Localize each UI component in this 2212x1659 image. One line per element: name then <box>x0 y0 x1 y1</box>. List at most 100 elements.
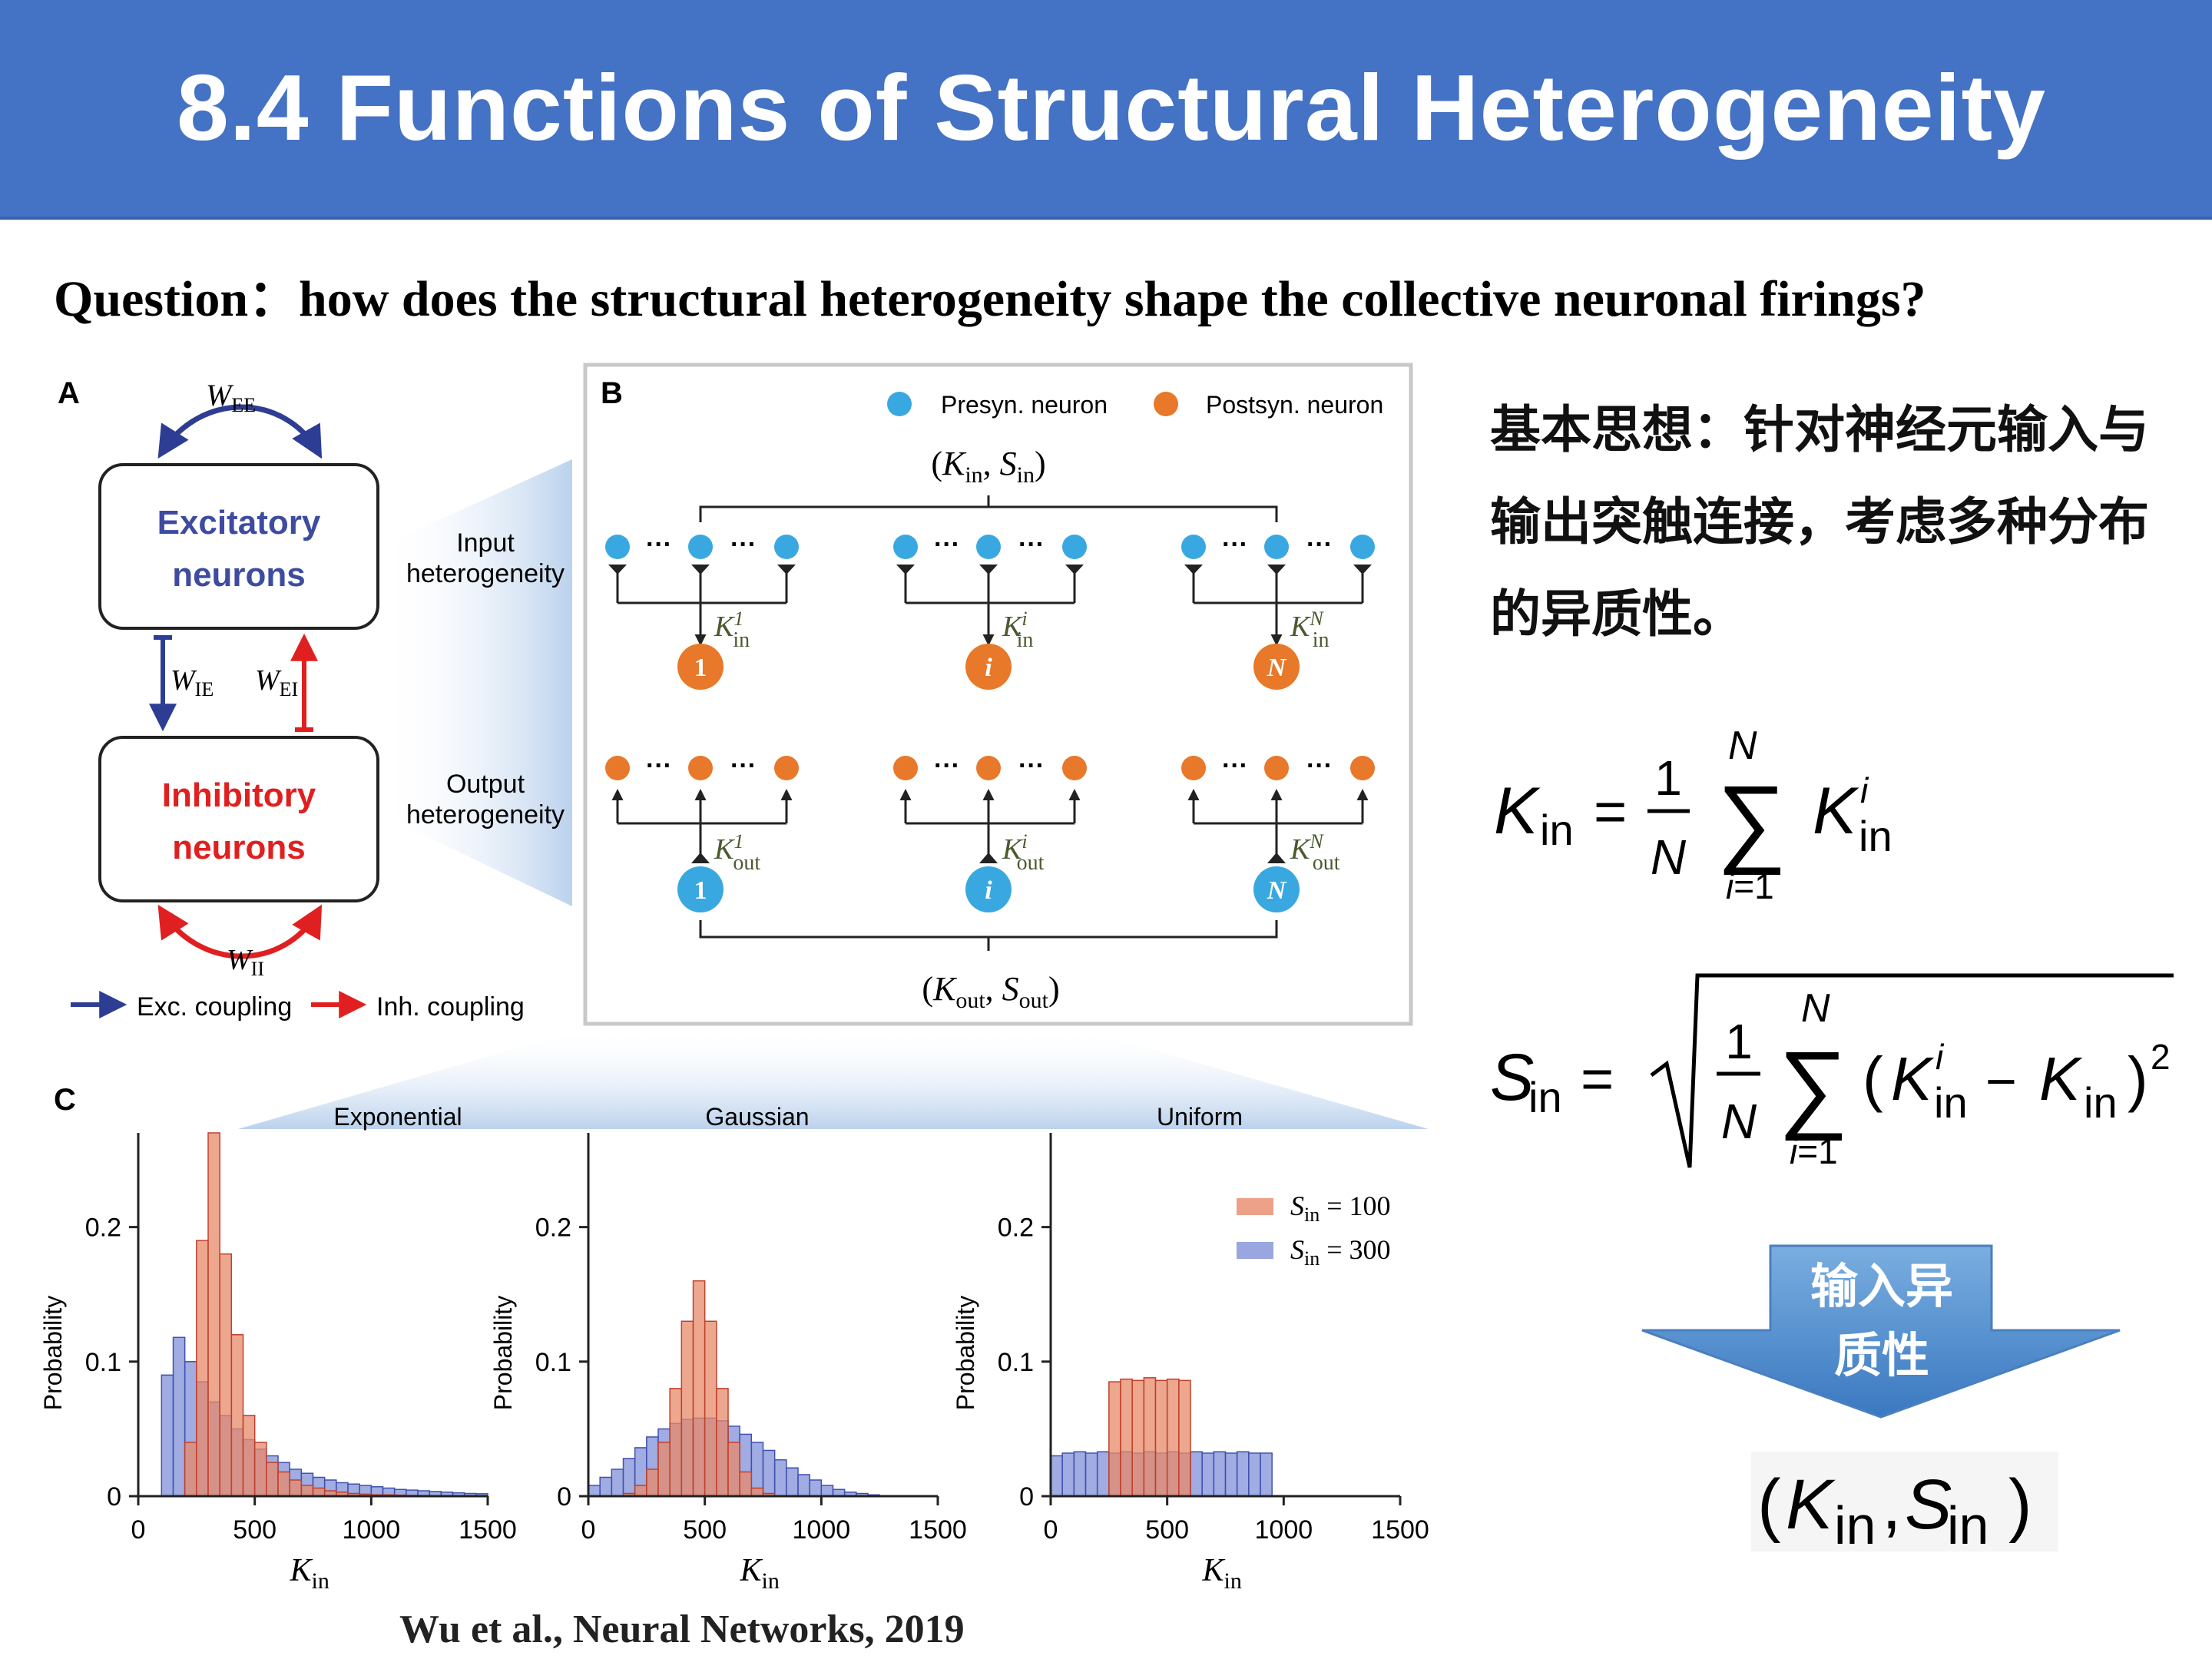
svg-text:N: N <box>1801 986 1830 1031</box>
wee-arrow <box>157 404 323 459</box>
bar <box>242 1415 256 1497</box>
bar <box>300 1485 314 1497</box>
x-tick-label: 0 <box>1044 1515 1058 1545</box>
postsyn-neuron-label: i <box>985 654 992 682</box>
y-tick-label: 0 <box>107 1482 121 1512</box>
wii-label: WII <box>227 944 264 980</box>
postsyn-neuron <box>965 644 1012 690</box>
svg-text:in: in <box>1528 1073 1562 1121</box>
svg-text:N: N <box>1728 724 1757 768</box>
bar <box>172 1336 186 1497</box>
svg-text:2: 2 <box>2151 1037 2171 1077</box>
down-arrow <box>1641 1244 2121 1419</box>
excitatory-label-1: Excitatory <box>157 504 321 541</box>
x-tick-label: 1000 <box>1255 1515 1313 1545</box>
svg-text:K: K <box>1813 774 1859 848</box>
kout-label: Ki out <box>1002 830 1045 875</box>
bar <box>716 1388 729 1497</box>
ellipsis: ··· <box>730 751 757 780</box>
svg-text:−: − <box>1985 1051 2017 1111</box>
ellipsis: ··· <box>934 751 960 780</box>
bar <box>1224 1452 1238 1497</box>
histogram-gaussian: Gaussian 0 500 1000 1500 0 0.1 0.2 Probability Ki… <box>489 1103 967 1594</box>
bar <box>797 1474 810 1497</box>
bar <box>622 1458 636 1497</box>
presyn-neuron <box>605 535 630 559</box>
bar <box>704 1320 717 1497</box>
panel-a-label: A <box>58 376 80 410</box>
x-tick-label: 1500 <box>909 1515 967 1545</box>
svg-text:in: in <box>1934 1078 1968 1127</box>
y-tick-label: 0.1 <box>535 1348 571 1377</box>
presyn-legend-label: Presyn. neuron <box>941 391 1108 419</box>
bar <box>161 1374 174 1497</box>
postsyn-neuron-label: N <box>1267 654 1287 682</box>
postsyn-target <box>1062 756 1087 780</box>
chart-title: Exponential <box>333 1103 462 1131</box>
x-tick-label: 0 <box>131 1515 146 1545</box>
legend-label-100: Sin = 100 <box>1290 1190 1391 1226</box>
synapse-head <box>896 565 915 575</box>
ellipsis: ··· <box>1018 751 1045 780</box>
slide-title: 8.4 Functions of Structural Heterogeneit… <box>177 55 2046 160</box>
presyn-neuron <box>688 535 713 559</box>
svg-text:∑: ∑ <box>1717 766 1786 876</box>
input-het-label-1: Input <box>456 528 515 558</box>
presyn-source-label: 1 <box>694 876 707 905</box>
bar <box>1050 1455 1063 1497</box>
synapse-head <box>979 565 998 575</box>
bar <box>680 1320 694 1497</box>
bar <box>1178 1379 1191 1497</box>
synapse-head <box>1353 565 1372 575</box>
bar <box>786 1467 799 1497</box>
ellipsis: ··· <box>646 530 672 559</box>
panel-b-diagram: (Kin, Sin)(Kout, Sout)··· ···K1 in1··· ···K… <box>605 445 1375 1013</box>
postsyn-target <box>893 756 918 780</box>
wei-label: WEI <box>255 664 298 700</box>
postsyn-target <box>688 756 713 780</box>
svg-text:1: 1 <box>1725 1014 1753 1069</box>
postsyn-legend-dot <box>1154 392 1178 416</box>
bar <box>184 1442 197 1497</box>
funnel-a-b <box>380 459 572 906</box>
exc-coupling-label: Exc. coupling <box>137 992 292 1022</box>
bar <box>1213 1451 1227 1497</box>
svg-text:(: ( <box>1757 1465 1781 1544</box>
bar <box>634 1485 647 1497</box>
bar <box>219 1253 233 1497</box>
bar <box>646 1469 659 1497</box>
panel-c-label: C <box>54 1083 76 1117</box>
x-tick-label: 500 <box>233 1515 276 1545</box>
bar <box>1236 1451 1250 1497</box>
presyn-source-neuron <box>1253 866 1300 912</box>
kin-label: Ki in <box>1002 608 1033 652</box>
ellipsis: ··· <box>730 530 757 559</box>
postsyn-target <box>1264 756 1289 780</box>
arrow-label: 输入异质性 <box>1810 1258 1953 1383</box>
presyn-neuron <box>1264 535 1289 559</box>
bar <box>1143 1377 1157 1497</box>
histogram-uniform: Uniform 0 500 1000 1500 0 0.1 0.2 Probability Kin <box>952 1103 1429 1594</box>
presyn-neuron <box>1350 535 1375 559</box>
synapse-head <box>691 565 710 575</box>
x-tick-label: 1500 <box>459 1515 517 1545</box>
bar <box>773 1459 787 1497</box>
bar <box>588 1485 601 1497</box>
bar <box>809 1479 823 1497</box>
svg-text:N: N <box>1651 830 1687 885</box>
y-axis-label: Probability <box>952 1296 979 1410</box>
funnel-b-c <box>238 1028 1429 1129</box>
title-banner: 8.4 Functions of Structural Heterogeneit… <box>0 0 2212 220</box>
x-tick-label: 1000 <box>343 1515 401 1545</box>
bar <box>611 1469 624 1497</box>
formula-sin: S in = 1 N N ∑ i=1 ( K i in − K in ) 2 <box>1490 973 2174 1171</box>
y-tick-label: 0.2 <box>85 1214 121 1243</box>
inhibitory-label-2: neurons <box>172 829 306 866</box>
kin-label: KN in <box>1290 608 1329 652</box>
kin-label: K1 in <box>714 608 750 652</box>
y-axis-label: Probability <box>39 1296 67 1410</box>
bar <box>277 1471 290 1497</box>
citation: Wu et al., Neural Networks, 2019 <box>399 1608 965 1651</box>
bar <box>1260 1452 1273 1497</box>
bar <box>1096 1451 1110 1497</box>
